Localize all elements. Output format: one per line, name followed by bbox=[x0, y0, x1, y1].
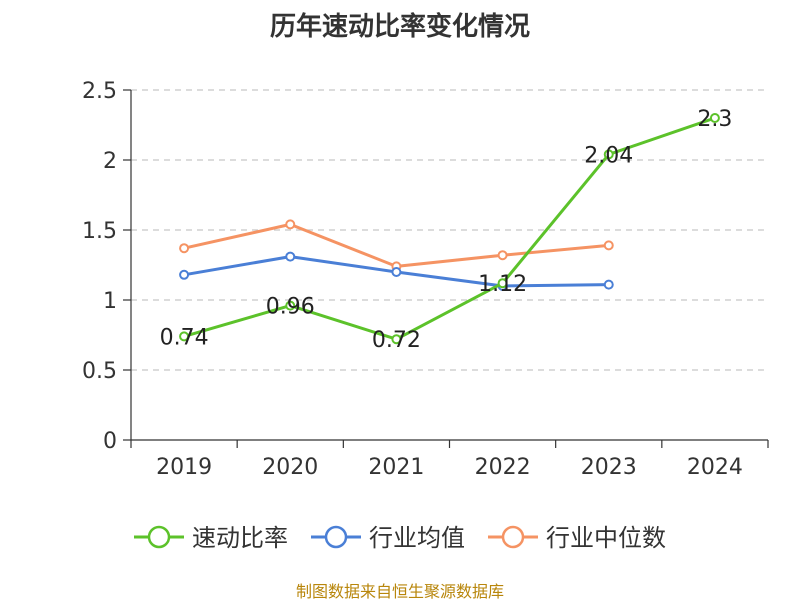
source-note: 制图数据来自恒生聚源数据库 bbox=[295, 582, 504, 601]
chart-title: 历年速动比率变化情况 bbox=[269, 12, 530, 42]
legend-marker bbox=[147, 525, 171, 549]
legend[interactable]: 速动比率 行业均值 行业中位数 bbox=[134, 524, 666, 552]
legend-item[interactable]: 行业均值 bbox=[311, 524, 465, 552]
data-point bbox=[497, 250, 508, 261]
legend-item[interactable]: 速动比率 bbox=[134, 524, 288, 552]
legend-label: 行业均值 bbox=[369, 524, 465, 552]
data-point bbox=[285, 300, 296, 311]
x-tick-label: 2020 bbox=[262, 455, 318, 480]
data-point bbox=[285, 219, 296, 230]
data-point bbox=[179, 269, 190, 280]
data-point bbox=[603, 279, 614, 290]
data-label: 0.74 bbox=[160, 325, 209, 350]
data-point bbox=[497, 278, 508, 289]
legend-label: 行业中位数 bbox=[546, 524, 666, 552]
data-point bbox=[179, 331, 190, 342]
x-tick-label: 2019 bbox=[156, 455, 212, 480]
data-point bbox=[391, 334, 402, 345]
data-point bbox=[285, 251, 296, 262]
x-tick-label: 2021 bbox=[368, 455, 424, 480]
y-tick-label: 1.5 bbox=[82, 219, 117, 244]
y-tick-label: 2 bbox=[103, 149, 117, 174]
data-point bbox=[603, 240, 614, 251]
data-label: 0.72 bbox=[372, 328, 421, 353]
data-point bbox=[391, 267, 402, 277]
y-tick-label: 2.5 bbox=[82, 79, 117, 104]
gridlines bbox=[131, 89, 768, 371]
legend-label: 速动比率 bbox=[192, 524, 288, 552]
legend-item[interactable]: 行业中位数 bbox=[488, 524, 666, 552]
data-label: 2.3 bbox=[697, 107, 732, 132]
data-point bbox=[179, 243, 190, 254]
axes: 0 0.5 1 1.5 2 2.5 2019 2020 2021 2022 2023 2024 bbox=[82, 79, 769, 480]
data-label: 0.96 bbox=[266, 295, 315, 320]
x-tick-label: 2023 bbox=[581, 455, 637, 480]
x-tick-label: 2024 bbox=[687, 455, 743, 480]
data-point bbox=[603, 149, 614, 160]
series-line bbox=[183, 116, 716, 341]
y-tick-label: 1 bbox=[103, 289, 117, 314]
legend-marker bbox=[324, 525, 348, 549]
data-label: 1.12 bbox=[478, 272, 527, 297]
legend-marker bbox=[501, 525, 525, 549]
data-label: 2.04 bbox=[584, 143, 633, 168]
x-tick-label: 2022 bbox=[475, 455, 531, 480]
y-tick-label: 0 bbox=[103, 429, 117, 454]
y-tick-label: 0.5 bbox=[82, 359, 117, 384]
series bbox=[179, 113, 720, 345]
data-point bbox=[709, 113, 720, 123]
data-labels: 0.74 0.96 0.72 1.12 2.04 2.3 bbox=[160, 107, 733, 353]
